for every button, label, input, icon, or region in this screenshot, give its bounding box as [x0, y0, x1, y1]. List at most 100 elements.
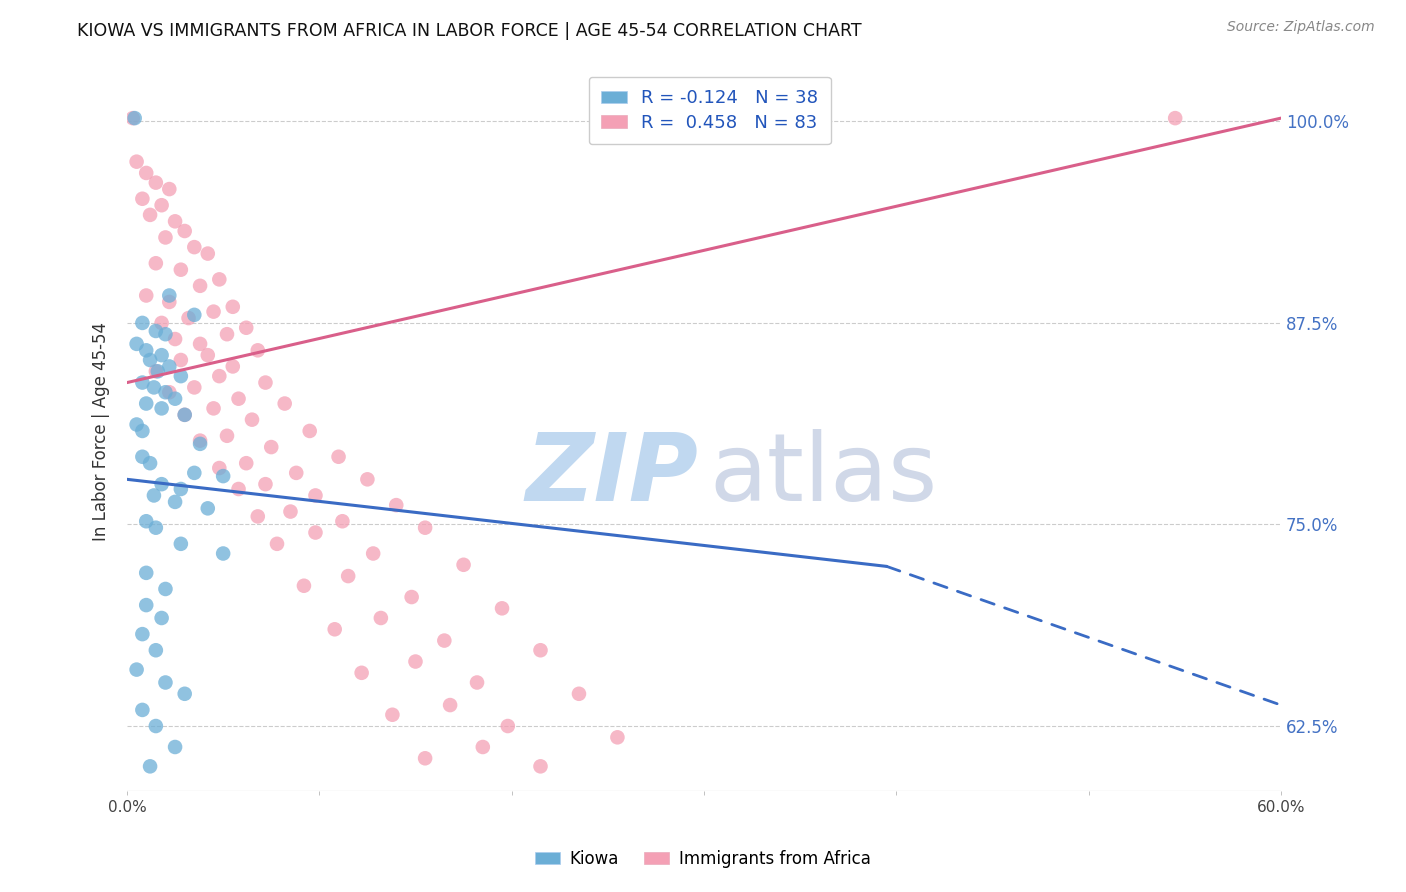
Point [292, 579, 315, 593]
Point [131, 376, 153, 390]
Point [266, 537, 288, 551]
Point [188, 434, 211, 448]
Point [491, 601, 513, 615]
Point [496, 719, 519, 733]
Point [135, 396, 157, 410]
Point [361, 547, 384, 561]
Point [165, 332, 187, 346]
Point [165, 214, 187, 228]
Point [142, 488, 165, 502]
Point [208, 369, 231, 384]
Point [197, 501, 219, 516]
Point [157, 385, 180, 400]
Point [150, 611, 173, 625]
Point [240, 412, 263, 426]
Point [212, 469, 235, 483]
Point [177, 311, 200, 326]
Point [173, 224, 195, 238]
Point [150, 477, 173, 491]
Point [157, 288, 180, 302]
Point [150, 348, 173, 362]
Point [157, 182, 180, 196]
Point [465, 675, 488, 690]
Point [170, 353, 193, 368]
Point [228, 482, 250, 496]
Point [212, 547, 235, 561]
Text: KIOWA VS IMMIGRANTS FROM AFRICA IN LABOR FORCE | AGE 45-54 CORRELATION CHART: KIOWA VS IMMIGRANTS FROM AFRICA IN LABOR… [77, 22, 862, 40]
Point [125, 154, 148, 169]
Point [285, 466, 308, 480]
Point [142, 380, 165, 394]
Legend: R = -0.124   N = 38, R =  0.458   N = 83: R = -0.124 N = 38, R = 0.458 N = 83 [589, 77, 831, 145]
Point [155, 385, 177, 400]
Point [135, 166, 157, 180]
Point [405, 655, 427, 669]
Point [304, 488, 326, 502]
Point [135, 566, 157, 580]
Point [173, 408, 195, 422]
Text: Source: ZipAtlas.com: Source: ZipAtlas.com [1227, 20, 1375, 34]
Legend: Kiowa, Immigrants from Africa: Kiowa, Immigrants from Africa [529, 844, 877, 875]
Point [146, 364, 169, 378]
Point [131, 316, 153, 330]
Point [173, 408, 195, 422]
Y-axis label: In Labor Force | Age 45-54: In Labor Force | Age 45-54 [93, 322, 110, 541]
Point [208, 461, 231, 475]
Point [139, 759, 162, 773]
Point [197, 246, 219, 260]
Point [401, 590, 423, 604]
Point [135, 288, 157, 302]
Point [413, 521, 436, 535]
Point [170, 537, 193, 551]
Point [124, 111, 146, 125]
Point [381, 707, 404, 722]
Point [145, 719, 167, 733]
Point [183, 380, 205, 394]
Point [155, 327, 177, 342]
Point [145, 643, 167, 657]
Point [202, 304, 225, 318]
Point [273, 396, 295, 410]
Point [170, 482, 193, 496]
Point [135, 343, 157, 358]
Point [323, 622, 346, 636]
Point [131, 450, 153, 464]
Point [188, 437, 211, 451]
Point [145, 176, 167, 190]
Point [208, 272, 231, 286]
Point [413, 751, 436, 765]
Point [145, 521, 167, 535]
Point [155, 230, 177, 244]
Point [298, 424, 321, 438]
Point [125, 417, 148, 432]
Point [356, 472, 378, 486]
Point [145, 364, 167, 378]
Point [304, 525, 326, 540]
Point [1164, 111, 1187, 125]
Point [188, 278, 211, 293]
Point [328, 450, 350, 464]
Point [125, 663, 148, 677]
Point [228, 392, 250, 406]
Point [125, 337, 148, 351]
Point [131, 703, 153, 717]
Point [606, 731, 628, 745]
Point [155, 675, 177, 690]
Point [222, 359, 245, 374]
Point [157, 359, 180, 374]
Point [439, 698, 461, 712]
Point [246, 343, 269, 358]
Point [135, 598, 157, 612]
Point [222, 300, 245, 314]
Point [145, 324, 167, 338]
Point [433, 633, 456, 648]
Point [183, 240, 205, 254]
Point [246, 509, 269, 524]
Point [370, 611, 392, 625]
Point [202, 401, 225, 416]
Point [215, 429, 238, 443]
Point [188, 337, 211, 351]
Point [254, 477, 277, 491]
Point [337, 569, 360, 583]
Point [131, 424, 153, 438]
